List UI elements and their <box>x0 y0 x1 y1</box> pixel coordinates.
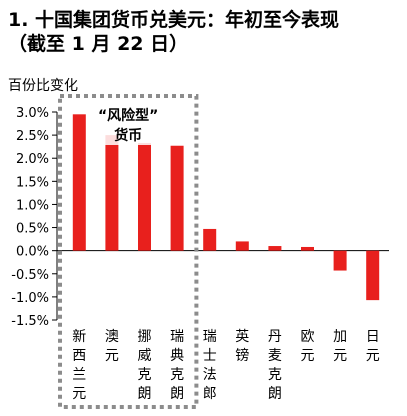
bar <box>72 114 86 251</box>
highlight-box <box>58 94 199 409</box>
bar <box>366 250 380 301</box>
category-label: 新西兰元 <box>72 329 86 402</box>
axes-group: 3.0% 2.5% 2.0% 1.5% 1.0% 0.5% 0.0% -0.5% -1.0% -1… <box>11 106 389 329</box>
bar <box>268 246 282 251</box>
category-label: 日元 <box>366 329 380 364</box>
bar <box>138 142 151 251</box>
annotation-text: “风险型” <box>98 107 158 124</box>
y-tick-label: 2.0% <box>16 152 49 167</box>
category-label: 瑞士法郎 <box>203 329 217 402</box>
category-label: 丹麦克朗 <box>268 329 282 402</box>
category-label: 英镑 <box>235 328 249 364</box>
chart-title-line-2: （截至 1 月 22 日） <box>8 33 189 55</box>
chart-title-line-1: 1. 十国集团货币兑美元：年初至今表现 <box>8 9 340 31</box>
y-tick-label: -1.5% <box>11 314 49 329</box>
y-tick-label: 0.0% <box>16 245 49 260</box>
category-label: 加元 <box>333 329 347 364</box>
y-tick-label: -1.0% <box>11 291 49 306</box>
y-tick-label: 0.5% <box>16 222 49 237</box>
y-tick-label: 3.0% <box>16 106 49 121</box>
category-label: 瑞典克朗 <box>170 329 184 402</box>
y-tick-label: 1.5% <box>16 175 49 190</box>
bar <box>105 135 119 251</box>
bars-group <box>72 114 380 301</box>
bar <box>301 246 314 251</box>
highlight-group: “风险型” 货币 <box>58 94 199 409</box>
category-label: 挪威克朗 <box>138 329 152 402</box>
y-axis-label: 百份比变化 <box>8 78 78 94</box>
bar <box>170 145 184 251</box>
bar <box>333 250 347 271</box>
bar <box>203 228 217 251</box>
category-label: 澳元 <box>105 329 119 364</box>
y-tick-label: 2.5% <box>16 129 49 144</box>
y-tick-label: -0.5% <box>11 268 49 283</box>
annotation-background <box>87 103 170 145</box>
bar <box>235 241 249 251</box>
annotation-text: 货币 <box>113 127 142 144</box>
chart-title: 1. 十国集团货币兑美元：年初至今表现 （截至 1 月 22 日） <box>8 8 403 56</box>
y-tick-label: 1.0% <box>16 198 49 213</box>
category-label: 欧元 <box>301 329 315 364</box>
